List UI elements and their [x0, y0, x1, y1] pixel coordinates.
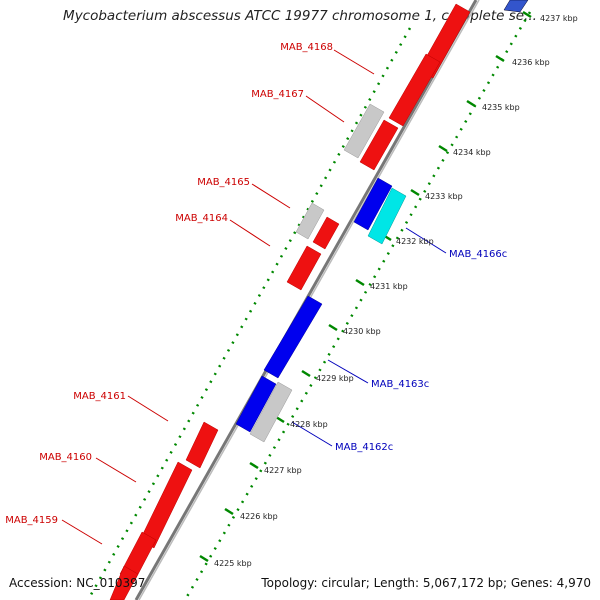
label-MAB_4159[interactable]: MAB_4159: [5, 515, 58, 526]
tick-mark: [199, 554, 209, 563]
label-MAB_4165[interactable]: MAB_4165: [197, 177, 250, 188]
tick-mark: [355, 278, 365, 287]
leader-MAB_4167: [305, 95, 345, 123]
tick-mark: [522, 10, 532, 19]
tick-label-4236: 4236 kbp: [512, 58, 550, 67]
tick-mark: [301, 369, 311, 378]
reverse-leader-lines: [291, 227, 447, 447]
label-MAB_4161[interactable]: MAB_4161: [73, 391, 126, 402]
tick-mark: [438, 144, 448, 153]
topology-text: Topology: circular; Length: 5,067,172 bp…: [261, 576, 591, 590]
leader-MAB_4168: [333, 49, 375, 75]
tick-label-4234: 4234 kbp: [453, 148, 491, 157]
label-MAB_4167[interactable]: MAB_4167: [251, 89, 304, 100]
tick-mark: [495, 54, 505, 63]
accession-text: Accession: NC_010397: [9, 576, 146, 590]
label-MAB_4164[interactable]: MAB_4164: [175, 213, 228, 224]
tick-label-4229: 4229 kbp: [316, 374, 354, 383]
label-MAB_4163c[interactable]: MAB_4163c: [371, 379, 429, 390]
gene-top-blue[interactable]: [503, 0, 529, 13]
gene-MAB_4166c-blue[interactable]: [353, 177, 393, 231]
label-MAB_4162c[interactable]: MAB_4162c: [335, 442, 393, 453]
scale-ticks: [199, 10, 532, 563]
tick-labels: 4237 kbp 4236 kbp 4235 kbp 4234 kbp 4233…: [214, 14, 578, 568]
tick-label-4228: 4228 kbp: [290, 420, 328, 429]
tick-mark: [328, 323, 338, 332]
gene-MAB_4163c[interactable]: [263, 295, 323, 379]
tick-mark: [249, 461, 259, 470]
reverse-genes: [235, 0, 529, 443]
label-MAB_4166c[interactable]: MAB_4166c: [449, 249, 507, 260]
tick-mark: [466, 99, 476, 108]
forward-genes: [109, 3, 471, 600]
label-MAB_4160[interactable]: MAB_4160: [39, 452, 92, 463]
gene-MAB_4164[interactable]: [286, 245, 322, 291]
leader-MAB_4159: [61, 519, 103, 545]
gene-MAB_4161[interactable]: [185, 421, 219, 469]
gene-MAB_4162c-blue[interactable]: [235, 375, 277, 433]
leader-MAB_4161: [127, 395, 169, 422]
leader-MAB_4160: [95, 457, 137, 483]
tick-mark: [224, 507, 234, 516]
reverse-labels: MAB_4166c MAB_4163c MAB_4162c: [335, 249, 507, 453]
outer-dotted-guide-left: [86, 27, 412, 600]
tick-mark: [275, 415, 285, 424]
gene-MAB_4162c[interactable]: [249, 381, 293, 443]
tick-label-4225: 4225 kbp: [214, 559, 252, 568]
label-MAB_4168[interactable]: MAB_4168: [280, 42, 333, 53]
tick-label-4235: 4235 kbp: [482, 103, 520, 112]
tick-label-4226: 4226 kbp: [240, 512, 278, 521]
tick-label-4237: 4237 kbp: [540, 14, 578, 23]
leader-MAB_4163c: [327, 359, 369, 384]
tick-label-4232: 4232 kbp: [396, 237, 434, 246]
forward-leader-lines: [61, 49, 375, 545]
gene-MAB_4168b[interactable]: [388, 53, 441, 127]
leader-MAB_4166c: [405, 227, 447, 254]
gene-grey-1[interactable]: [343, 103, 385, 159]
gene-MAB_4166c[interactable]: [367, 187, 407, 245]
leader-MAB_4164: [229, 219, 271, 247]
gene-MAB_4158[interactable]: [109, 565, 139, 600]
gene-grey-2[interactable]: [295, 202, 325, 240]
tick-label-4233: 4233 kbp: [425, 192, 463, 201]
tick-label-4230: 4230 kbp: [343, 327, 381, 336]
map-title: Mycobacterium abscessus ATCC 19977 chrom…: [63, 8, 537, 24]
tick-label-4231: 4231 kbp: [370, 282, 408, 291]
outer-dotted-guide-right: [183, 11, 532, 600]
leader-MAB_4162c: [291, 421, 333, 447]
tick-mark: [410, 188, 420, 197]
forward-labels: MAB_4168 MAB_4167 MAB_4165 MAB_4164 MAB_…: [5, 42, 333, 526]
gene-MAB_4165[interactable]: [312, 216, 340, 250]
tick-label-4227: 4227 kbp: [264, 466, 302, 475]
leader-MAB_4165: [251, 183, 291, 209]
gene-MAB_4167[interactable]: [359, 119, 399, 171]
